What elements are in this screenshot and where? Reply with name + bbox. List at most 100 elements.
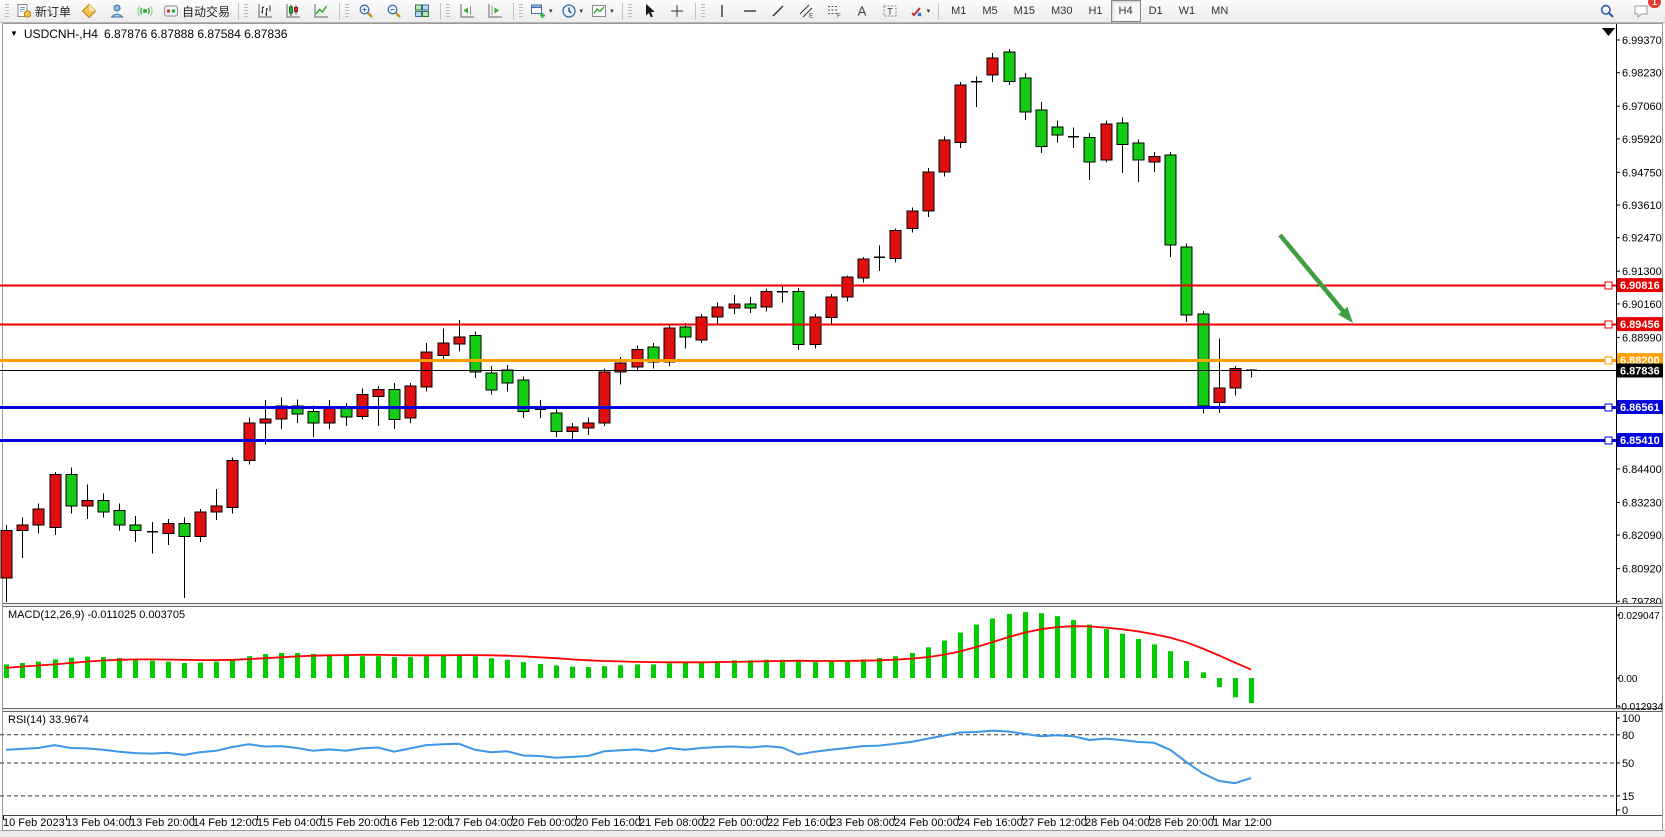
chart-shift-button[interactable] [481,0,509,23]
support-line-2-handle[interactable] [1604,436,1613,445]
timeframe-h1-button[interactable]: H1 [1088,5,1103,17]
auto-scroll-button[interactable] [453,0,481,23]
dropdown-caret-icon[interactable]: ▾ [610,7,614,15]
toolbar-grip[interactable] [5,3,9,19]
candlestick-series [0,49,1257,603]
svg-text:6.83230: 6.83230 [1622,498,1662,510]
tile-windows-button[interactable] [408,0,436,23]
toolbar-grip[interactable] [700,3,705,19]
svg-text:6.95920: 6.95920 [1622,134,1662,146]
svg-text:28 Feb 04:00: 28 Feb 04:00 [1085,817,1150,829]
svg-text:0.00: 0.00 [1618,674,1638,685]
svg-text:13 Feb 20:00: 13 Feb 20:00 [130,817,195,829]
new-chart-icon [530,3,546,19]
toolbar-separator [938,2,940,20]
zoom-out-button[interactable] [380,0,408,23]
profile-icon [109,3,125,19]
macd-pane[interactable]: 0.029047 0.00 -0.012934 [4,611,1663,713]
line-chart-button[interactable] [307,0,335,23]
svg-text:50: 50 [1622,758,1634,770]
svg-text:15 Feb 20:00: 15 Feb 20:00 [321,817,386,829]
line-chart-icon [313,3,329,19]
timeframe-m5-button[interactable]: M5 [982,5,998,17]
svg-text:27 Feb 12:00: 27 Feb 12:00 [1022,817,1087,829]
support-line-2-price-label [1617,433,1663,447]
svg-text:A: A [857,4,866,19]
svg-text:6.92470: 6.92470 [1622,233,1662,245]
market-watch-button[interactable] [75,0,103,23]
text-label-button[interactable]: T [876,0,904,23]
text-button[interactable]: A [848,0,876,23]
notifications-button[interactable]: 1 [1627,0,1662,23]
latest-bar-marker-icon [1602,28,1615,36]
price-axis[interactable]: 6.99370 6.98230 6.97060 6.95920 6.94750 6.936… [1602,24,1663,815]
rsi-pane[interactable]: 100 80 50 15 0 [0,713,1640,817]
candlestick-chart-button[interactable] [279,0,307,23]
toolbar-grip[interactable] [627,3,632,19]
broadcast-button[interactable] [131,0,159,23]
zoom-in-button[interactable] [352,0,380,23]
timeframe-d1-button[interactable]: D1 [1148,5,1163,17]
auto-scroll-icon [459,3,475,19]
svg-text:6.90160: 6.90160 [1622,299,1662,311]
fibonacci-button[interactable]: F [820,0,848,23]
arrows-button[interactable]: ▾ [904,0,935,23]
dropdown-caret-icon[interactable]: ▾ [579,7,584,15]
current-price-line-price-label [1617,363,1663,378]
toolbar-separator [238,2,240,20]
toolbar-grip[interactable] [519,3,524,19]
timeframe-h4-button[interactable]: H4 [1110,0,1141,22]
dropdown-caret-icon[interactable]: ▾ [549,7,553,15]
svg-text:T: T [887,7,893,17]
timeframe-m15-button[interactable]: M15 [1013,5,1036,17]
toolbar-grip[interactable] [345,3,350,19]
svg-text:13 Feb 04:00: 13 Feb 04:00 [66,817,131,829]
resistance-line-1-handle[interactable] [1604,281,1613,290]
toolbar-separator [694,2,696,20]
timeframe-m1-button[interactable]: M1 [951,5,967,17]
trendline-button[interactable] [764,0,792,23]
svg-text:F: F [837,14,841,20]
crosshair-button[interactable] [663,0,691,23]
resistance-line-2-price-label [1617,317,1663,332]
autotrading-button-label: 自动交易 [182,4,231,19]
trendline-icon [770,3,786,19]
chat-icon [1633,3,1649,19]
svg-text:-0.012934: -0.012934 [1618,702,1663,713]
dropdown-caret-icon[interactable]: ▾ [926,7,931,15]
timeframe-w1-button[interactable]: W1 [1178,5,1196,17]
indicators-button[interactable]: ▾ [587,0,618,23]
resistance-line-2-handle[interactable] [1604,320,1613,329]
trend-arrow-annotation[interactable] [1278,233,1353,323]
horizontal-line-button[interactable] [736,0,764,23]
toolbar-grip[interactable] [244,3,249,19]
support-line-1-price-label [1617,400,1663,414]
support-line-1-handle[interactable] [1604,403,1613,412]
toolbar-separator [621,2,623,20]
timeframe-m30-button[interactable]: M30 [1051,5,1073,17]
profile-button[interactable] [103,0,131,23]
timeframe-mn-button[interactable]: MN [1211,5,1229,17]
text-label-icon: T [882,3,898,19]
pivot-line-handle[interactable] [1604,356,1613,365]
svg-text:0.029047: 0.029047 [1618,611,1660,622]
new-order-button[interactable]: 新订单 [12,0,75,23]
cursor-button[interactable] [635,0,663,23]
text-icon: A [854,3,870,19]
search-button[interactable] [1593,0,1621,23]
equidistant-channel-button[interactable]: E [792,0,820,23]
toolbar-grip[interactable] [446,3,451,19]
svg-text:21 Feb 08:00: 21 Feb 08:00 [639,817,704,829]
bar-chart-button[interactable] [251,0,279,23]
autotrading-button[interactable]: 自动交易 [159,0,234,23]
cursor-icon [641,3,657,19]
new-order-button-label: 新订单 [35,4,72,19]
periods-button[interactable]: ▾ [557,0,588,23]
autotrading-icon [163,3,179,19]
new-chart-button[interactable]: ▾ [526,0,557,23]
vertical-line-button[interactable] [708,0,736,23]
svg-text:24 Feb 00:00: 24 Feb 00:00 [894,817,959,829]
broadcast-icon [137,3,153,19]
